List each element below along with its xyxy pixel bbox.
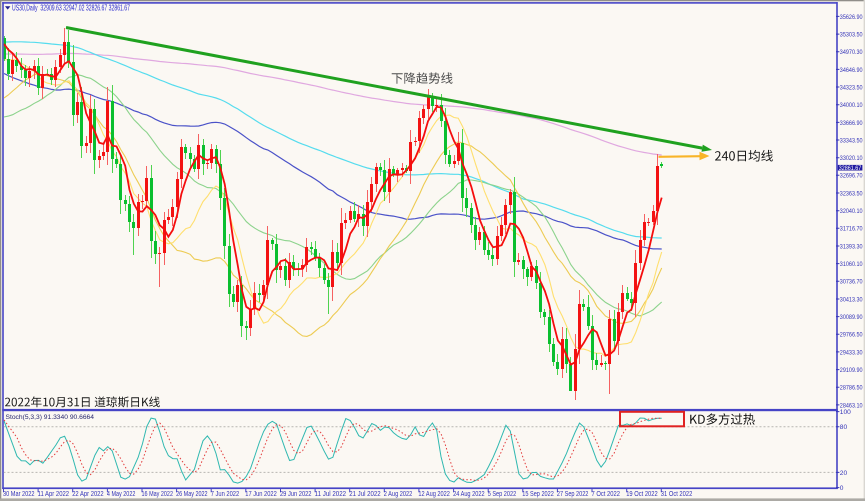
svg-text:32363.50: 32363.50 — [840, 190, 863, 197]
svg-text:29 Jun 2022: 29 Jun 2022 — [280, 491, 312, 498]
svg-text:20: 20 — [840, 470, 848, 477]
svg-text:34323.50: 34323.50 — [840, 84, 863, 91]
svg-text:30089.90: 30089.90 — [840, 314, 863, 321]
svg-text:24 Aug 2022: 24 Aug 2022 — [453, 491, 485, 498]
svg-text:31 Oct 2022: 31 Oct 2022 — [661, 491, 693, 498]
svg-text:35626.90: 35626.90 — [840, 14, 863, 21]
svg-text:29109.90: 29109.90 — [840, 367, 863, 374]
svg-text:19 Oct 2022: 19 Oct 2022 — [626, 491, 658, 498]
svg-text:100: 100 — [840, 409, 851, 416]
svg-text:26 May 2022: 26 May 2022 — [176, 491, 208, 498]
svg-text:35303.50: 35303.50 — [840, 32, 863, 39]
svg-text:31393.30: 31393.30 — [840, 243, 863, 250]
svg-text:34646.90: 34646.90 — [840, 67, 863, 74]
svg-text:US30,Daily 32909.63 32947.02: US30,Daily 32909.63 32947.02 32826.67 32… — [12, 3, 130, 12]
svg-text:4 May 2022: 4 May 2022 — [107, 491, 136, 498]
svg-text:80: 80 — [840, 424, 848, 431]
svg-text:7 Oct 2022: 7 Oct 2022 — [592, 491, 621, 498]
svg-text:2 Aug 2022: 2 Aug 2022 — [384, 491, 413, 498]
svg-text:32861.67: 32861.67 — [839, 165, 862, 172]
svg-text:33666.90: 33666.90 — [840, 120, 863, 127]
svg-text:17 Jun 2022: 17 Jun 2022 — [245, 491, 277, 498]
svg-text:27 Sep 2022: 27 Sep 2022 — [557, 491, 589, 498]
svg-text:34000.10: 34000.10 — [840, 102, 863, 109]
svg-text:15 Sep 2022: 15 Sep 2022 — [522, 491, 554, 498]
svg-text:16 May 2022: 16 May 2022 — [142, 491, 174, 498]
svg-text:33343.50: 33343.50 — [840, 137, 863, 144]
svg-text:7 Jun 2022: 7 Jun 2022 — [211, 491, 240, 498]
svg-text:31716.70: 31716.70 — [840, 226, 863, 233]
svg-text:11 Apr 2022: 11 Apr 2022 — [38, 491, 70, 498]
svg-text:33020.10: 33020.10 — [840, 155, 863, 162]
svg-text:32040.10: 32040.10 — [840, 208, 863, 215]
svg-text:30 Mar 2022: 30 Mar 2022 — [3, 491, 35, 498]
svg-text:5 Sep 2022: 5 Sep 2022 — [488, 491, 517, 498]
svg-text:30736.70: 30736.70 — [840, 279, 863, 286]
svg-text:22 Apr 2022: 22 Apr 2022 — [72, 491, 104, 498]
svg-text:11 Jul 2022: 11 Jul 2022 — [315, 491, 347, 498]
svg-text:29433.30: 29433.30 — [840, 349, 863, 356]
svg-text:21 Jul 2022: 21 Jul 2022 — [349, 491, 381, 498]
svg-text:28786.50: 28786.50 — [840, 385, 863, 392]
svg-text:30413.30: 30413.30 — [840, 296, 863, 303]
svg-text:32696.70: 32696.70 — [840, 173, 863, 180]
svg-text:12 Aug 2022: 12 Aug 2022 — [418, 491, 450, 498]
svg-text:0: 0 — [840, 485, 844, 492]
svg-text:31060.10: 31060.10 — [840, 261, 863, 268]
svg-text:28463.10: 28463.10 — [840, 402, 863, 409]
svg-text:Stoch(5,3,3) 91.3340 90.6664: Stoch(5,3,3) 91.3340 90.6664 — [6, 414, 95, 421]
svg-text:29766.50: 29766.50 — [840, 332, 863, 339]
svg-text:34970.30: 34970.30 — [840, 49, 863, 56]
